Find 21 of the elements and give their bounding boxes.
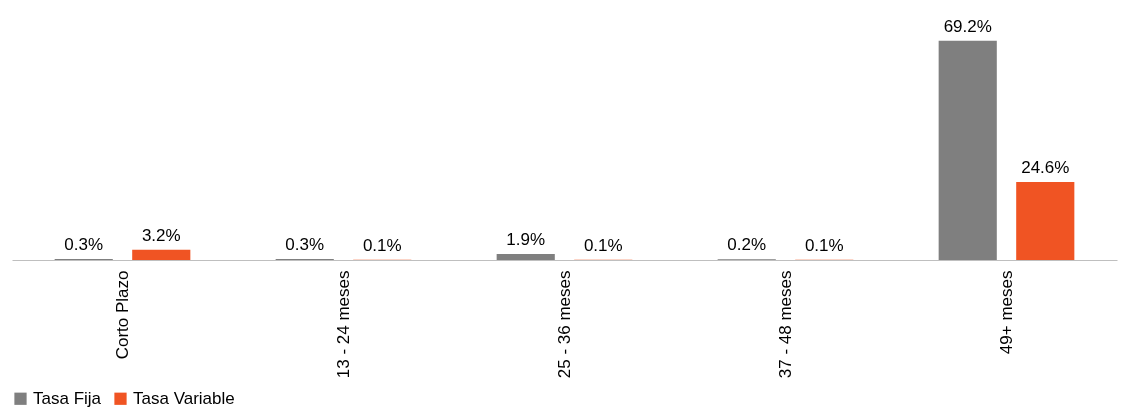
data-label: 0.1%: [804, 235, 844, 255]
data-label: 0.1%: [362, 235, 402, 255]
data-label: 0.3%: [285, 235, 325, 255]
data-label: 0.1%: [583, 235, 623, 255]
data-label: 69.2%: [943, 16, 992, 36]
bar: [496, 253, 555, 260]
data-label: 1.9%: [506, 229, 546, 249]
bar: [132, 249, 191, 260]
bar: [1016, 182, 1075, 260]
data-label: 24.6%: [1021, 158, 1070, 178]
x-tick-label: 13 - 24 meses: [333, 270, 353, 379]
x-tick-label: 37 - 48 meses: [775, 270, 795, 379]
legend-label: Tasa Fija: [33, 388, 102, 408]
x-tick-label: 49+ meses: [996, 270, 1016, 355]
x-tick-label: Corto Plazo: [112, 270, 132, 360]
data-label: 0.2%: [727, 235, 767, 255]
data-label: 0.3%: [64, 235, 104, 255]
bar: [938, 40, 997, 260]
legend-label: Tasa Variable: [133, 388, 235, 408]
data-label: 3.2%: [141, 225, 181, 245]
x-tick-label: 25 - 36 meses: [554, 270, 574, 379]
